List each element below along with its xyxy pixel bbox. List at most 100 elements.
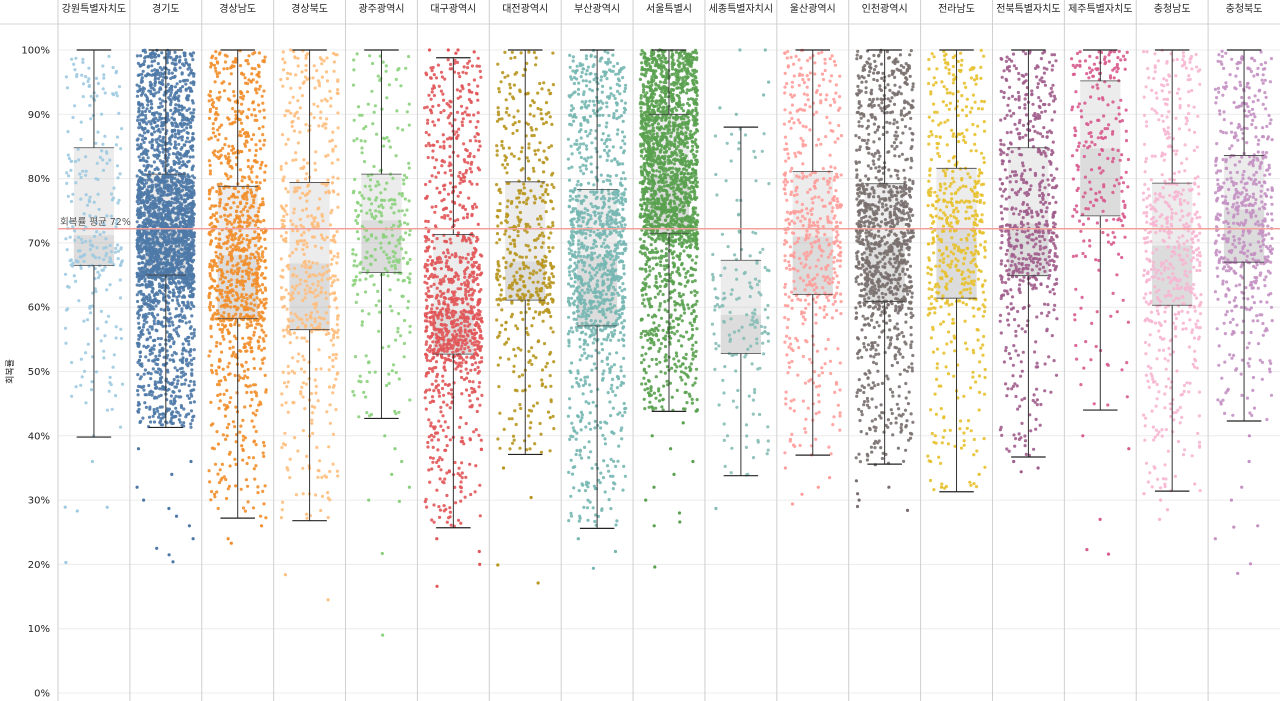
data-point: [304, 123, 308, 127]
data-point: [290, 124, 294, 128]
data-point: [73, 68, 77, 72]
data-point: [383, 267, 387, 271]
data-point: [70, 57, 74, 61]
data-point: [187, 384, 191, 388]
data-point: [139, 267, 144, 271]
data-point: [404, 66, 408, 70]
data-point: [148, 209, 152, 213]
data-point: [160, 104, 164, 108]
data-point: [288, 101, 292, 105]
data-point: [384, 69, 388, 73]
data-point: [179, 236, 183, 240]
data-point: [365, 411, 369, 415]
data-point: [192, 388, 196, 392]
data-point: [136, 147, 140, 151]
data-point: [336, 78, 340, 82]
outlier-point: [174, 514, 179, 518]
data-point: [264, 297, 268, 301]
data-point: [360, 320, 364, 324]
data-point: [292, 129, 296, 133]
data-point: [211, 105, 215, 109]
data-point: [155, 239, 159, 243]
data-point: [157, 415, 161, 419]
data-point: [139, 330, 143, 334]
data-point: [158, 222, 163, 226]
data-point: [243, 405, 247, 409]
data-point: [287, 292, 291, 296]
data-point: [94, 370, 99, 374]
data-point: [369, 412, 373, 417]
data-point: [313, 317, 317, 321]
data-point: [215, 430, 219, 434]
data-point: [190, 166, 194, 170]
data-point: [148, 80, 152, 84]
data-point: [95, 161, 99, 165]
data-point: [141, 416, 145, 420]
data-point: [336, 278, 340, 282]
data-point: [182, 301, 186, 305]
data-point: [136, 310, 140, 314]
data-point: [241, 127, 245, 132]
data-point: [168, 290, 172, 294]
data-point: [217, 132, 221, 136]
data-point: [167, 140, 172, 144]
data-point: [300, 385, 304, 389]
data-point: [145, 149, 149, 153]
data-point: [186, 196, 190, 200]
data-point: [139, 419, 143, 423]
data-point: [69, 168, 73, 172]
data-point: [219, 292, 223, 296]
data-point: [148, 297, 152, 301]
data-point: [180, 230, 185, 234]
data-point: [64, 341, 68, 345]
data-point: [239, 487, 243, 491]
data-point: [397, 377, 401, 381]
data-point: [117, 85, 122, 89]
data-point: [258, 288, 263, 292]
data-point: [217, 156, 221, 161]
data-point: [162, 217, 166, 221]
data-point: [191, 181, 195, 185]
data-point: [308, 274, 312, 278]
data-point: [322, 317, 326, 321]
data-point: [237, 215, 241, 219]
data-point: [185, 97, 189, 102]
data-point: [246, 243, 250, 247]
data-point: [231, 264, 235, 268]
data-point: [94, 289, 98, 294]
data-point: [143, 131, 147, 135]
data-point: [179, 195, 183, 199]
data-point: [153, 196, 157, 200]
data-point: [184, 321, 188, 325]
data-point: [263, 230, 267, 234]
data-point: [138, 133, 142, 137]
data-point: [212, 492, 217, 496]
data-point: [244, 81, 248, 85]
data-point: [141, 89, 145, 94]
data-point: [448, 121, 452, 125]
data-point: [359, 139, 363, 143]
data-point: [142, 223, 146, 227]
data-point: [151, 234, 155, 238]
data-point: [252, 108, 256, 112]
data-point: [401, 238, 405, 242]
data-point: [178, 79, 182, 84]
data-point: [146, 241, 150, 245]
data-point: [181, 342, 185, 346]
region-point-cloud: [135, 48, 196, 564]
data-point: [240, 259, 244, 263]
data-point: [248, 239, 252, 243]
data-point: [319, 286, 324, 290]
data-point: [253, 67, 257, 71]
data-point: [244, 360, 248, 364]
data-point: [69, 199, 74, 204]
data-point: [305, 172, 309, 176]
data-point: [381, 205, 385, 210]
data-point: [182, 373, 186, 377]
data-point: [192, 383, 196, 387]
data-point: [182, 208, 186, 212]
data-point: [147, 293, 151, 297]
data-point: [257, 344, 261, 348]
data-point: [223, 60, 227, 64]
